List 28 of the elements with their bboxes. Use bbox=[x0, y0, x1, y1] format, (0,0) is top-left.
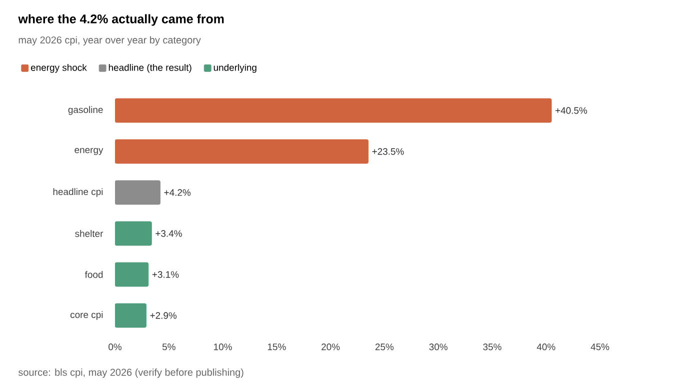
data-label: +23.5% bbox=[372, 148, 404, 155]
y-tick-label: core cpi bbox=[70, 311, 103, 320]
legend-label: underlying bbox=[214, 64, 256, 73]
x-tick-label: 25% bbox=[375, 344, 394, 350]
data-label: +3.4% bbox=[156, 230, 182, 237]
x-tick-label: 10% bbox=[214, 344, 232, 350]
y-tick-label: headline cpi bbox=[53, 188, 103, 197]
y-tick-label: gasoline bbox=[68, 106, 103, 115]
x-tick-label: 35% bbox=[483, 344, 502, 350]
y-tick-label: shelter bbox=[75, 230, 104, 237]
x-tick-label: 0% bbox=[108, 344, 122, 350]
data-label: +3.1% bbox=[152, 271, 179, 278]
y-tick-label: food bbox=[84, 271, 103, 278]
chart-subtitle: may 2026 cpi, year over year by category bbox=[18, 36, 201, 46]
x-tick-label: 45% bbox=[590, 344, 610, 350]
x-tick-label: 40% bbox=[536, 344, 556, 350]
legend-label: headline (the result) bbox=[108, 64, 192, 73]
x-tick-label: 5% bbox=[162, 344, 176, 350]
source-note: source: bls cpi, may 2026 (verify before publishing) bbox=[18, 368, 244, 378]
x-tick-label: 20% bbox=[322, 344, 340, 350]
data-label: +4.2% bbox=[164, 189, 191, 196]
data-label: +2.9% bbox=[150, 312, 177, 319]
x-tick-label: 15% bbox=[268, 344, 286, 350]
data-label: +40.5% bbox=[556, 107, 588, 114]
legend-label: energy shock bbox=[30, 64, 87, 73]
chart-title: where the 4.2% actually came from bbox=[18, 14, 224, 26]
y-tick-label: energy bbox=[74, 148, 104, 156]
x-tick-label: 30% bbox=[429, 344, 448, 350]
